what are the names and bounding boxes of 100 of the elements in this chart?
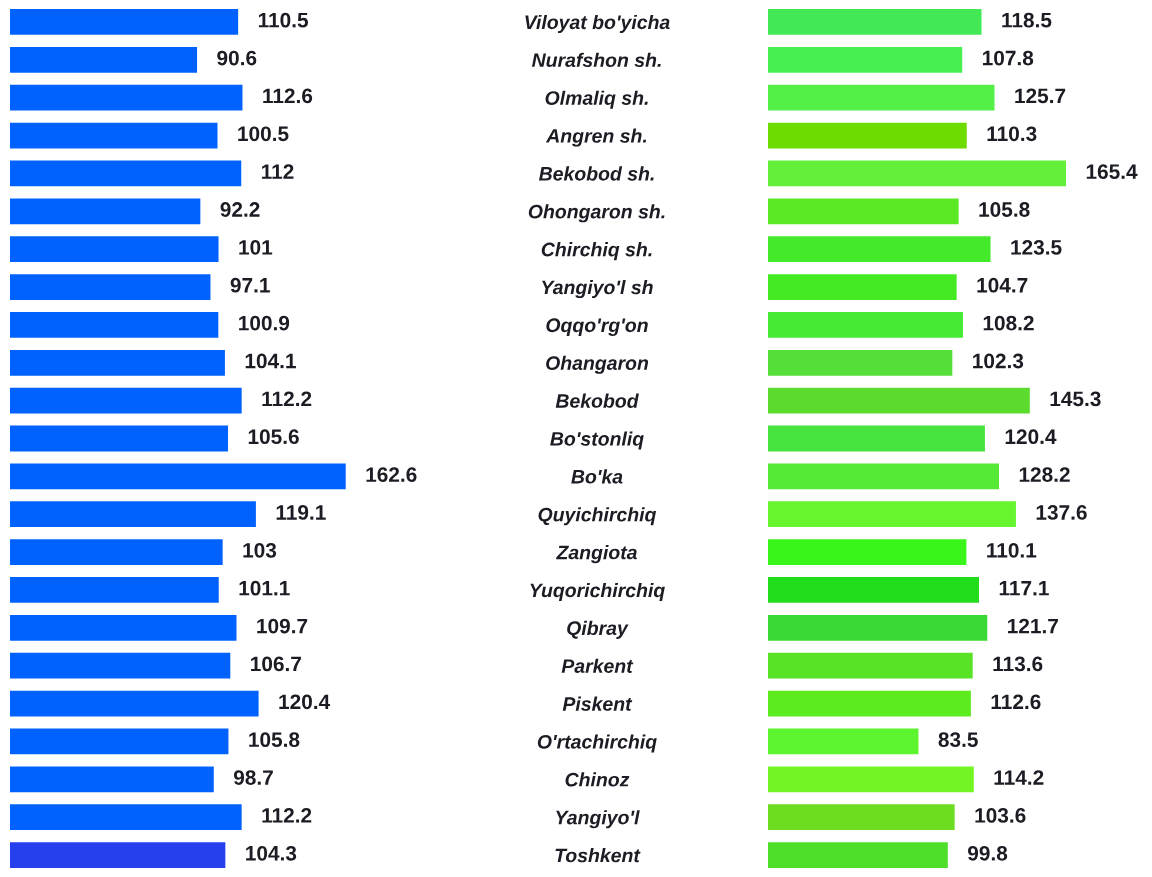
bar	[10, 501, 256, 528]
y-tick-label: Bekobod sh.	[539, 166, 654, 181]
data-label: 117.1	[999, 581, 1049, 596]
data-label: 92.2	[220, 202, 260, 217]
bar	[768, 236, 991, 263]
y-tick-label: Parkent	[561, 658, 634, 673]
bar	[768, 122, 967, 149]
bar	[10, 804, 242, 831]
data-label: 98.7	[233, 770, 273, 785]
y-tick-label: Bo'stonliq	[550, 431, 644, 450]
data-label: 103.6	[975, 808, 1026, 823]
bar	[768, 425, 985, 452]
data-label: 97.1	[230, 277, 270, 293]
bar	[768, 274, 957, 300]
data-label: 100.9	[239, 315, 290, 331]
bar	[10, 9, 239, 35]
data-label: 105.8	[979, 202, 1030, 217]
data-label: 104.7	[977, 277, 1028, 293]
data-label: 120.4	[1005, 429, 1057, 445]
bar	[768, 614, 988, 641]
data-label: 104.3	[246, 845, 297, 861]
bar	[768, 463, 999, 490]
y-tick-label: Qibray	[567, 620, 629, 639]
data-label: 112.6	[263, 88, 313, 104]
y-tick-label: Quyichirchiq	[538, 507, 657, 526]
bar	[768, 804, 955, 831]
data-label: 125.7	[1015, 88, 1066, 104]
data-label: 107.8	[982, 50, 1034, 66]
bar	[768, 766, 974, 793]
bar	[10, 84, 243, 111]
y-tick-label: Piskent	[562, 696, 633, 711]
y-tick-label: Yangiyo'l	[556, 810, 640, 829]
data-label: 112	[262, 164, 294, 179]
bar	[10, 312, 219, 338]
bar	[10, 198, 201, 225]
y-tick-label: O'rtachirchiq	[537, 734, 657, 753]
data-label: 137.6	[1036, 505, 1087, 520]
bar	[768, 387, 1030, 414]
bar	[10, 728, 229, 755]
bar	[768, 652, 973, 679]
y-tick-label: Zangiota	[556, 545, 637, 564]
bar	[10, 425, 229, 452]
bar	[10, 236, 219, 263]
y-tick-label: Oqqo'rg'on	[546, 318, 648, 336]
y-tick-label: Nurafshon sh.	[531, 52, 661, 68]
bar	[768, 577, 979, 603]
bar	[768, 9, 982, 35]
data-label: 165.4	[1086, 164, 1138, 180]
bar	[10, 766, 214, 793]
y-tick-label: Bo'ka	[571, 469, 623, 484]
bar	[768, 46, 963, 73]
data-label: 113.6	[993, 656, 1043, 672]
bar	[768, 198, 959, 225]
data-label: 118.5	[1002, 12, 1052, 28]
bar	[10, 842, 226, 868]
bar	[10, 122, 218, 149]
data-label: 114.2	[994, 770, 1044, 785]
data-label: 120.4	[279, 694, 331, 710]
data-label: 128.2	[1019, 467, 1070, 482]
data-label: 108.2	[983, 315, 1034, 331]
y-tick-label: Chirchiq sh.	[541, 242, 652, 261]
bar	[10, 349, 225, 376]
data-label: 102.3	[973, 353, 1024, 369]
bar	[10, 160, 242, 187]
bar	[768, 728, 919, 755]
y-tick-label: Angren sh.	[545, 128, 647, 147]
bar	[768, 84, 995, 111]
bar	[10, 690, 259, 717]
data-label: 100.5	[238, 126, 289, 142]
bar	[10, 577, 219, 603]
data-label: 112.2	[262, 391, 312, 407]
data-label: 105.8	[249, 732, 300, 748]
bar	[10, 652, 231, 679]
bar	[768, 842, 948, 868]
data-label: 123.5	[1011, 239, 1062, 255]
data-label: 90.6	[217, 50, 257, 66]
bar	[768, 312, 963, 338]
data-label: 83.5	[938, 732, 978, 748]
bar	[10, 387, 242, 414]
bar	[768, 349, 953, 376]
data-label: 112.6	[991, 694, 1041, 710]
data-label: 104.1	[245, 353, 296, 369]
bar	[10, 463, 346, 490]
data-label: 119.1	[276, 505, 326, 520]
data-label: 145.3	[1050, 391, 1101, 407]
data-label: 162.6	[366, 467, 417, 482]
y-tick-label: Toshkent	[555, 848, 641, 863]
data-label: 109.7	[257, 618, 308, 634]
data-label: 106.7	[251, 656, 301, 672]
y-tick-label: Bekobod	[555, 393, 639, 408]
bar	[10, 274, 211, 300]
data-label: 101.1	[239, 580, 290, 596]
y-tick-label: Yuqorichirchiq	[530, 582, 665, 602]
data-label: 105.6	[248, 429, 299, 445]
bar	[10, 614, 237, 641]
y-tick-label: Chinoz	[565, 772, 630, 787]
data-label: 112.2	[262, 808, 312, 823]
data-label: 99.8	[967, 845, 1008, 861]
data-label: 110.1	[987, 542, 1037, 558]
bar	[10, 539, 223, 565]
